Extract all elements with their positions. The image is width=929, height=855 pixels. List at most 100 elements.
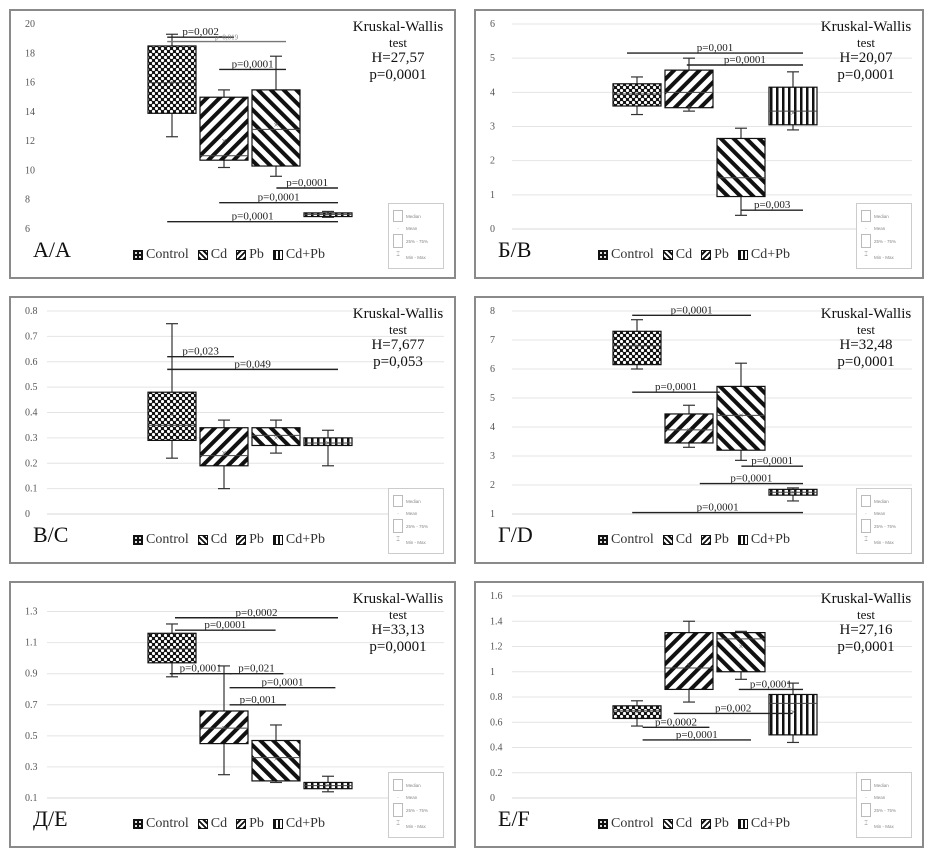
kruskal-wallis-result: Kruskal-Wallis test H=7,677 p=0,053 — [350, 306, 446, 371]
legend-item: Cd+Pb — [737, 532, 790, 548]
legend-label: Control — [146, 816, 189, 831]
legend-item: Cd — [662, 247, 692, 263]
mean-marker: × — [687, 660, 692, 670]
key-label: 25% - 75% — [406, 523, 429, 529]
mean-marker: × — [170, 78, 175, 88]
y-tick-label: 1.2 — [490, 642, 503, 653]
p-value-label: p=0,0001 — [750, 678, 792, 690]
key-row-iqr: 25% - 75% — [861, 519, 896, 533]
legend-item: Control — [133, 816, 189, 832]
mean-marker: × — [222, 136, 227, 146]
legend-swatch — [272, 250, 283, 260]
box-pb: × — [251, 724, 301, 784]
box-cd-pb: × — [303, 775, 353, 793]
panel-label: А/A — [33, 237, 71, 262]
y-tick-label: 5 — [490, 393, 495, 404]
box-plot: 0.10.30.50.70.91.11.3××××p=0,0002p=0,000… — [25, 607, 444, 804]
y-tick-label: 1.1 — [25, 638, 38, 649]
key-label: Median — [874, 213, 889, 219]
y-tick-label: 16 — [25, 78, 35, 89]
box-cd: × — [199, 665, 249, 776]
legend-swatch — [598, 535, 608, 545]
legend-item: Cd — [197, 532, 227, 548]
key-row-median: Median — [861, 210, 889, 222]
legend-swatch — [197, 819, 208, 829]
legend-label: Cd — [210, 816, 228, 831]
box-control: × — [147, 323, 197, 459]
mean-marker: × — [170, 645, 175, 655]
key-row-median: Median — [393, 779, 421, 791]
iqr-box — [612, 705, 662, 720]
p-value-label: p=0,001 — [697, 42, 733, 54]
iqr-icon — [861, 519, 871, 533]
legend-item: Control — [598, 532, 654, 548]
mean-icon: · — [865, 795, 867, 801]
key-label: 25% - 75% — [874, 523, 897, 529]
legend-swatch — [662, 535, 673, 545]
box-cd-pb: × — [768, 682, 818, 744]
y-tick-label: 0.6 — [490, 717, 503, 728]
key-row-iqr: 25% - 75% — [393, 519, 428, 533]
key-label: Median — [874, 782, 889, 788]
p-value-label: p=0,0001 — [697, 502, 739, 514]
panel-f: 0 0.2 0.4 0.6 0.8 1 1.2 1.4 1.6 × × × × p=0,0001 p=0,0… — [474, 581, 924, 848]
key-label: 25% - 75% — [874, 238, 897, 244]
key-row-mean: · Mean — [861, 795, 885, 801]
legend-item: Pb — [236, 247, 264, 263]
panel-c: 0 0.1 0.2 0.3 0.4 0.5 0.6 0.7 0.8 × × × × p=0,023 p=0,… — [9, 296, 456, 564]
mean-marker: × — [274, 754, 279, 764]
key-label: Median — [406, 498, 421, 504]
key-label: Mean — [406, 795, 418, 800]
box-cd-pb: × — [768, 487, 818, 502]
kw-title: Kruskal-Wallis — [352, 306, 444, 322]
y-tick-label: 0.7 — [25, 331, 38, 342]
legend-item: Control — [133, 532, 189, 548]
key-label: Median — [406, 782, 421, 788]
box-cd: × — [199, 419, 249, 490]
key-label: Mean — [874, 511, 886, 516]
kw-h-statistic: H=32,48 — [839, 337, 893, 354]
p-value-label: p=0,0002 — [655, 716, 697, 728]
key-row-iqr: 25% - 75% — [861, 234, 896, 248]
p-value-label: p=0,0001 — [671, 304, 713, 316]
panel-label: E/F — [498, 806, 530, 831]
p-value-label: p=0,0001 — [204, 619, 246, 631]
kw-subtitle: test — [856, 34, 876, 50]
y-tick-label: 10 — [25, 165, 35, 176]
p-value-label: p=0,0001 — [258, 192, 300, 204]
legend-label: Pb — [714, 532, 729, 547]
kw-subtitle: test — [388, 321, 408, 337]
key-row-mean: · Mean — [393, 511, 417, 517]
mean-icon: · — [865, 226, 867, 232]
box-plot-key: Median · Mean 25% - 75% ⌶ Min - Max — [388, 488, 444, 554]
legend-item: Cd — [197, 816, 228, 832]
key-label: Min - Max — [874, 254, 894, 260]
y-tick-label: 1 — [490, 509, 495, 520]
legend-label: Pb — [249, 532, 264, 547]
key-row-mean: · Mean — [393, 226, 417, 232]
key-label: Min - Max — [406, 539, 426, 545]
kw-title: Kruskal-Wallis — [352, 591, 444, 607]
y-tick-label: 0 — [490, 793, 495, 804]
y-tick-label: 0.5 — [25, 382, 38, 393]
y-tick-label: 0.1 — [25, 484, 38, 495]
p-value-label: p=0,0001 — [730, 473, 772, 485]
legend: Control Cd Pb Cd+Pb — [598, 247, 790, 263]
panel-label: Г/D — [498, 522, 533, 547]
panel-label: В/C — [33, 522, 69, 547]
y-tick-label: 0.4 — [490, 743, 503, 754]
y-tick-label: 0.1 — [25, 793, 38, 804]
legend-swatch — [701, 535, 712, 545]
legend-swatch — [598, 250, 608, 260]
box-plot: 00.20.40.60.811.21.41.6××××p=0,0001p=0,0… — [490, 591, 912, 804]
kw-title: Kruskal-Wallis — [352, 19, 444, 35]
y-tick-label: 1 — [490, 667, 495, 678]
y-tick-label: 6 — [490, 364, 495, 375]
legend-label: Cd+Pb — [750, 816, 790, 831]
p-value-label: p=0,021 — [238, 663, 274, 675]
box-plot: 0 0.1 0.2 0.3 0.4 0.5 0.6 0.7 0.8 × × × × p=0,023 p=0,… — [25, 306, 444, 520]
kw-p-value: p=0,053 — [373, 354, 423, 371]
y-tick-label: 8 — [490, 306, 495, 317]
kw-p-value: p=0,0001 — [837, 639, 895, 656]
key-row-iqr: 25% - 75% — [393, 234, 428, 248]
